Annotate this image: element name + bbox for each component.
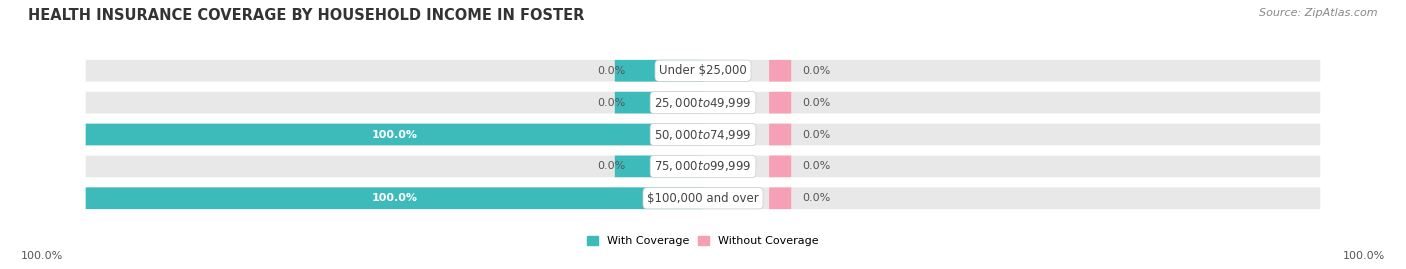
FancyBboxPatch shape — [614, 92, 703, 114]
FancyBboxPatch shape — [769, 187, 792, 209]
FancyBboxPatch shape — [703, 155, 1320, 177]
Text: 0.0%: 0.0% — [598, 98, 626, 108]
Text: 0.0%: 0.0% — [803, 66, 831, 76]
FancyBboxPatch shape — [86, 92, 703, 114]
FancyBboxPatch shape — [703, 187, 1320, 209]
FancyBboxPatch shape — [86, 124, 703, 145]
FancyBboxPatch shape — [86, 155, 703, 177]
Text: HEALTH INSURANCE COVERAGE BY HOUSEHOLD INCOME IN FOSTER: HEALTH INSURANCE COVERAGE BY HOUSEHOLD I… — [28, 8, 585, 23]
FancyBboxPatch shape — [86, 124, 703, 145]
Text: $75,000 to $99,999: $75,000 to $99,999 — [654, 159, 752, 174]
FancyBboxPatch shape — [703, 124, 1320, 145]
Text: $50,000 to $74,999: $50,000 to $74,999 — [654, 128, 752, 141]
Text: Source: ZipAtlas.com: Source: ZipAtlas.com — [1260, 8, 1378, 18]
FancyBboxPatch shape — [769, 60, 792, 82]
FancyBboxPatch shape — [614, 60, 703, 82]
Text: 0.0%: 0.0% — [803, 129, 831, 140]
FancyBboxPatch shape — [769, 155, 792, 177]
Text: 100.0%: 100.0% — [371, 193, 418, 203]
FancyBboxPatch shape — [769, 92, 792, 114]
Text: 0.0%: 0.0% — [803, 98, 831, 108]
Text: 0.0%: 0.0% — [598, 161, 626, 171]
FancyBboxPatch shape — [86, 60, 703, 82]
Text: 100.0%: 100.0% — [371, 129, 418, 140]
Text: 0.0%: 0.0% — [803, 161, 831, 171]
FancyBboxPatch shape — [614, 155, 703, 177]
Text: Under $25,000: Under $25,000 — [659, 64, 747, 77]
Text: 0.0%: 0.0% — [803, 193, 831, 203]
FancyBboxPatch shape — [703, 92, 1320, 114]
Text: 100.0%: 100.0% — [1343, 251, 1385, 261]
Legend: With Coverage, Without Coverage: With Coverage, Without Coverage — [588, 236, 818, 246]
Text: $25,000 to $49,999: $25,000 to $49,999 — [654, 95, 752, 110]
FancyBboxPatch shape — [86, 187, 703, 209]
Text: 100.0%: 100.0% — [21, 251, 63, 261]
Text: 0.0%: 0.0% — [598, 66, 626, 76]
FancyBboxPatch shape — [703, 60, 1320, 82]
FancyBboxPatch shape — [769, 124, 792, 145]
FancyBboxPatch shape — [86, 187, 703, 209]
Text: $100,000 and over: $100,000 and over — [647, 192, 759, 205]
